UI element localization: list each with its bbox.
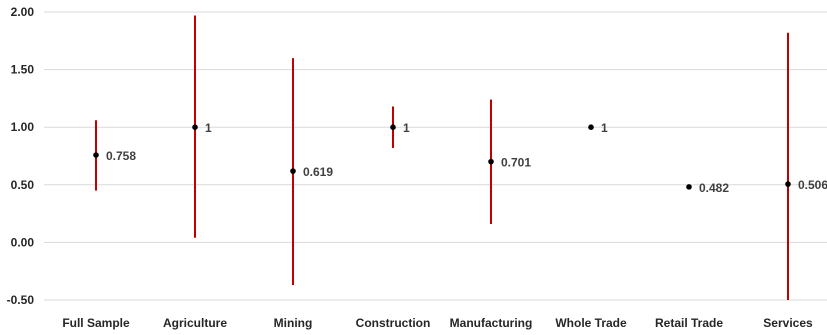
data-label: 0.482	[699, 181, 729, 195]
data-labels: 0.758 1 0.619 1 0.701 1 0.482 0.506	[106, 121, 827, 195]
data-label: 1	[403, 121, 410, 135]
x-category-label: Full Sample	[62, 316, 130, 330]
data-label: 0.701	[501, 156, 531, 170]
x-category-label: Manufacturing	[450, 316, 533, 330]
x-category-label: Whole Trade	[555, 316, 627, 330]
data-point	[390, 124, 396, 130]
x-axis-category-labels: Full Sample Agriculture Mining Construction…	[62, 316, 813, 330]
y-tick-label: 0.50	[11, 178, 35, 192]
x-category-label: Agriculture	[163, 316, 227, 330]
data-label: 0.506	[798, 178, 827, 192]
x-category-label: Mining	[274, 316, 313, 330]
data-label: 1	[205, 121, 212, 135]
x-category-label: Retail Trade	[655, 316, 723, 330]
y-tick-label: 0.00	[11, 235, 35, 249]
data-label: 0.758	[106, 149, 136, 163]
data-label: 0.619	[303, 165, 333, 179]
y-tick-label: 2.00	[11, 5, 35, 19]
error-bars	[95, 15, 789, 300]
data-point	[588, 124, 594, 130]
data-point	[488, 158, 494, 165]
x-category-label: Services	[763, 316, 813, 330]
y-tick-label: 1.50	[11, 63, 35, 77]
y-tick-label: 1.00	[11, 120, 35, 134]
data-points	[93, 124, 791, 190]
data-label: 1	[601, 121, 608, 135]
data-point	[686, 184, 692, 190]
data-point	[192, 124, 198, 130]
gridlines	[44, 11, 827, 301]
y-axis-tick-labels: 2.00 1.50 1.00 0.50 0.00 -0.50	[7, 5, 35, 307]
y-tick-label: -0.50	[7, 293, 35, 307]
data-point	[93, 152, 99, 158]
x-category-label: Construction	[356, 316, 431, 330]
data-point	[290, 168, 296, 174]
data-point	[785, 181, 791, 187]
